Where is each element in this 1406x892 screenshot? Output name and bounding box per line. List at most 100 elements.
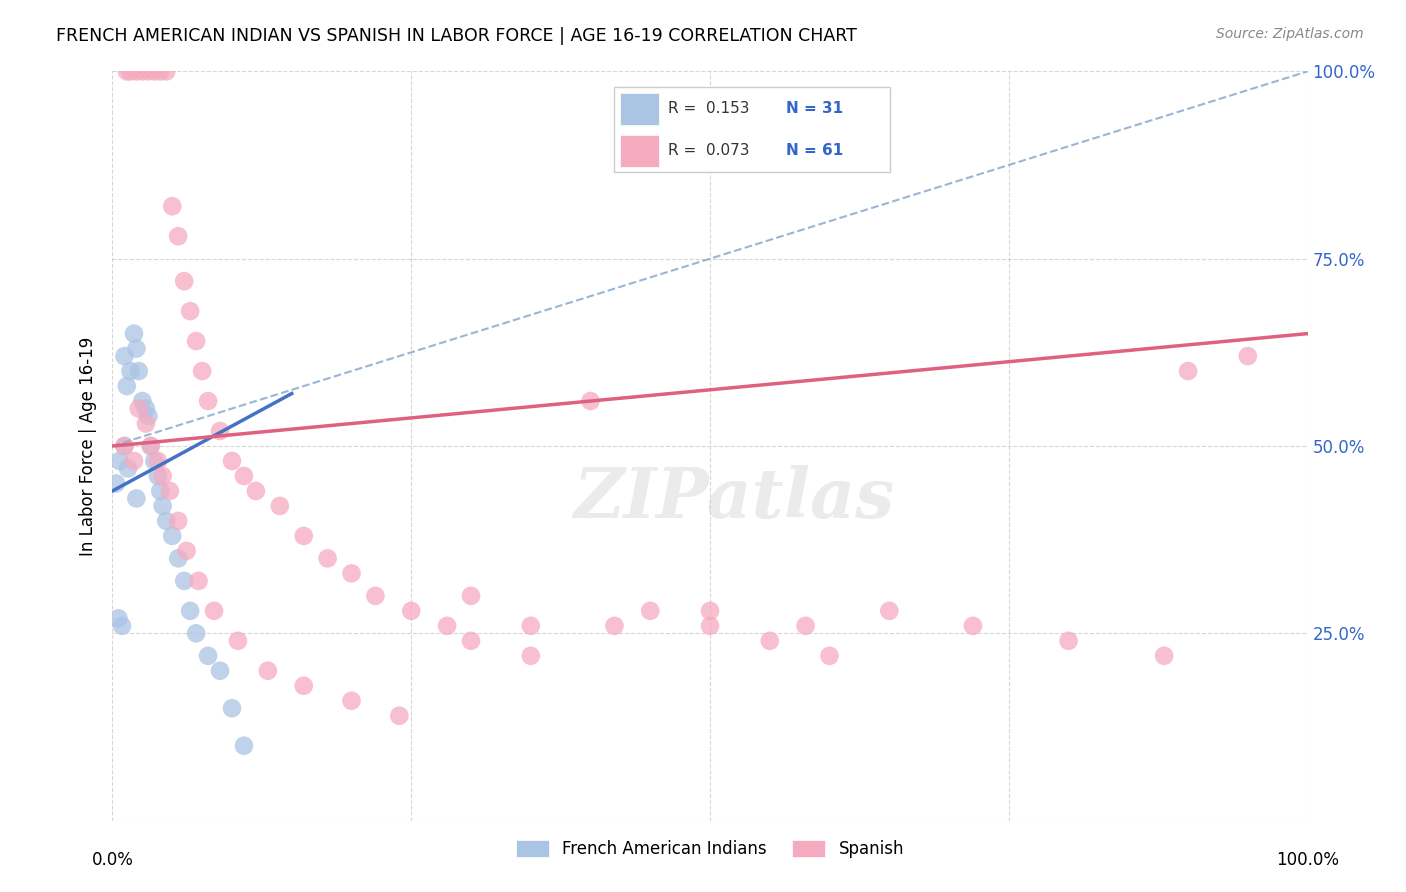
Point: [125, 64, 148, 78]
Point: [221, 701, 243, 715]
Point: [139, 439, 162, 453]
Point: [122, 326, 145, 341]
Point: [221, 454, 243, 468]
Point: [1237, 349, 1260, 363]
Point: [128, 364, 150, 378]
FancyBboxPatch shape: [620, 135, 659, 167]
Point: [111, 619, 134, 633]
Point: [125, 491, 148, 506]
Legend: French American Indians, Spanish: French American Indians, Spanish: [509, 833, 911, 864]
Point: [1057, 633, 1080, 648]
Point: [292, 679, 315, 693]
Text: N = 61: N = 61: [786, 144, 844, 158]
Point: [794, 619, 817, 633]
Point: [162, 529, 183, 543]
Point: [167, 514, 190, 528]
Point: [233, 739, 256, 753]
Point: [460, 633, 482, 648]
Point: [292, 529, 315, 543]
Point: [1177, 364, 1199, 378]
Point: [114, 349, 135, 363]
Point: [107, 611, 129, 625]
Point: [117, 461, 139, 475]
Point: [962, 619, 984, 633]
Point: [879, 604, 901, 618]
Point: [108, 454, 131, 468]
Point: [209, 664, 232, 678]
Point: [138, 409, 160, 423]
Point: [149, 64, 172, 78]
Point: [388, 708, 411, 723]
Point: [245, 483, 267, 498]
Point: [197, 394, 219, 409]
Point: [340, 694, 363, 708]
Point: [131, 394, 153, 409]
Point: [191, 364, 214, 378]
FancyBboxPatch shape: [620, 93, 659, 125]
Text: N = 31: N = 31: [786, 102, 844, 116]
Point: [162, 199, 183, 213]
Point: [146, 454, 169, 468]
Text: 100.0%: 100.0%: [1277, 851, 1339, 869]
Point: [120, 364, 142, 378]
Text: Source: ZipAtlas.com: Source: ZipAtlas.com: [1216, 27, 1364, 41]
Point: [114, 439, 135, 453]
Text: 0.0%: 0.0%: [91, 851, 134, 869]
Point: [143, 64, 166, 78]
Point: [316, 551, 339, 566]
Point: [269, 499, 291, 513]
Point: [115, 379, 138, 393]
Text: R =  0.073: R = 0.073: [668, 144, 749, 158]
Point: [167, 229, 190, 244]
Text: FRENCH AMERICAN INDIAN VS SPANISH IN LABOR FORCE | AGE 16-19 CORRELATION CHART: FRENCH AMERICAN INDIAN VS SPANISH IN LAB…: [56, 27, 858, 45]
Text: R =  0.153: R = 0.153: [668, 102, 749, 116]
Point: [759, 633, 782, 648]
Point: [1153, 648, 1175, 663]
Text: ZIPatlas: ZIPatlas: [574, 465, 894, 533]
Point: [131, 64, 153, 78]
Point: [460, 589, 482, 603]
FancyBboxPatch shape: [614, 87, 890, 172]
Point: [135, 401, 157, 416]
Point: [128, 401, 150, 416]
Point: [202, 604, 225, 618]
Point: [233, 469, 256, 483]
Point: [436, 619, 458, 633]
Point: [401, 604, 423, 618]
Point: [226, 633, 249, 648]
Point: [155, 64, 177, 78]
Point: [340, 566, 363, 581]
Point: [143, 454, 166, 468]
Point: [603, 619, 626, 633]
Point: [364, 589, 387, 603]
Point: [179, 604, 201, 618]
Point: [139, 439, 162, 453]
Point: [114, 439, 135, 453]
Point: [520, 619, 543, 633]
Point: [152, 499, 174, 513]
Point: [520, 648, 543, 663]
Y-axis label: In Labor Force | Age 16-19: In Labor Force | Age 16-19: [79, 336, 97, 556]
Point: [186, 334, 208, 348]
Point: [209, 424, 232, 438]
Point: [640, 604, 662, 618]
Point: [120, 64, 142, 78]
Point: [115, 64, 138, 78]
Point: [138, 64, 160, 78]
Point: [187, 574, 209, 588]
Point: [699, 604, 721, 618]
Point: [155, 514, 177, 528]
Point: [197, 648, 219, 663]
Point: [257, 664, 280, 678]
Point: [135, 417, 157, 431]
Point: [179, 304, 201, 318]
Point: [173, 274, 195, 288]
Point: [152, 469, 174, 483]
Point: [186, 626, 208, 640]
Point: [176, 544, 198, 558]
Point: [167, 551, 190, 566]
Point: [122, 454, 145, 468]
Point: [173, 574, 195, 588]
Point: [149, 483, 172, 498]
Point: [125, 342, 148, 356]
